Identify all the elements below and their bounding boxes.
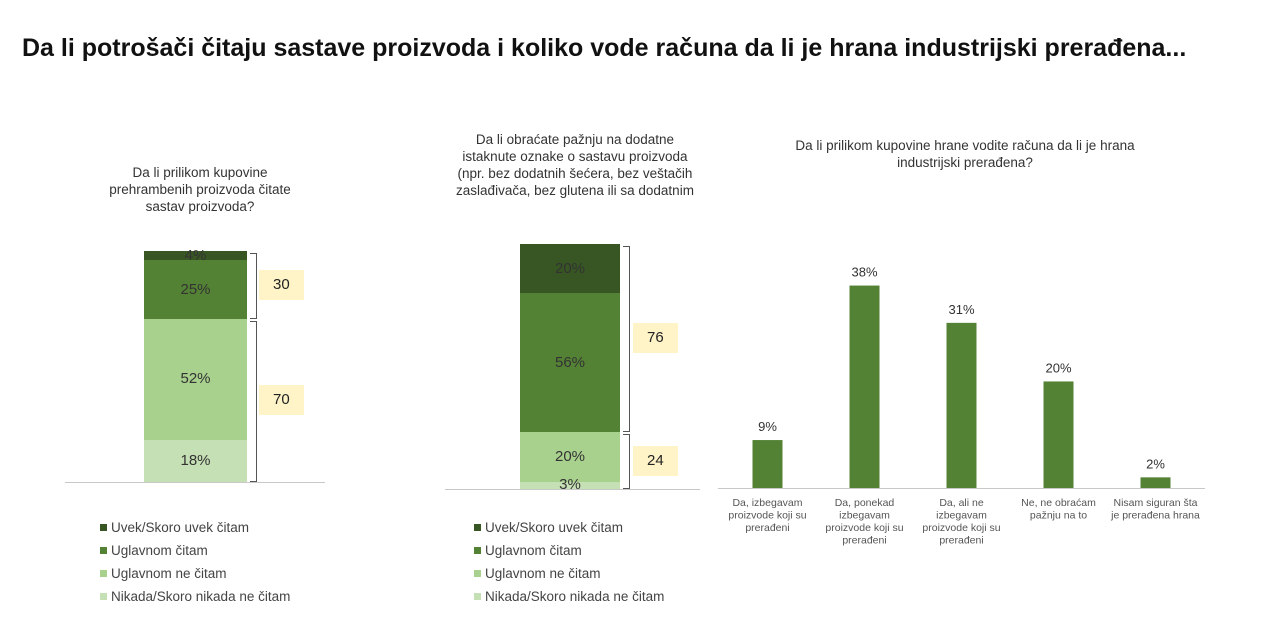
bar-data-label: 38% [851,265,877,280]
legend-label: Uglavnom čitam [485,543,582,558]
group-bracket [250,253,257,319]
segment-label: 18% [180,452,211,469]
bar-data-label: 2% [1146,456,1165,471]
legend-swatch [474,524,481,531]
legend-item: Uglavnom ne čitam [474,562,664,585]
legend-swatch [474,570,481,577]
legend-swatch [474,593,481,600]
stack-segment [144,260,247,319]
group-total-box: 30 [259,269,304,300]
chart1-stacked-bar: 4% 25% 52% 18% [144,247,247,482]
chart2-stacked-bar: 20% 56% 20% 3% [520,244,620,493]
segment-label: 25% [180,280,211,298]
chart1-legend: Uvek/Skoro uvek čitam Uglavnom čitam Uglav… [100,516,290,608]
group-bracket [250,320,257,482]
group-total-box: 76 [633,323,678,354]
group-bracket [623,246,630,433]
segment-label: 52% [180,370,211,388]
bar-data-label: 31% [948,302,974,317]
segment-label: 3% [559,476,581,494]
chart1-title: Da li prilikom kupovine prehrambenih pro… [109,165,291,214]
segment-label: 4% [184,246,207,264]
category-label: Nisam siguran šta je prerađena hrana [1110,497,1200,522]
legend-swatch [100,593,107,600]
chart3-bar-chart: 9% Da, izbegavam proizvode koji su prerađen… [718,265,1205,547]
stack-segment [144,251,247,261]
legend-item: Uglavnom čitam [474,539,664,562]
group-total-box: 24 [633,445,678,476]
stack-segment [144,318,247,440]
page-title: Da li potrošači čitaju sastave proizvoda… [22,34,1187,62]
group-total-box: 70 [259,385,304,416]
legend-swatch [100,570,107,577]
legend-label: Uglavnom ne čitam [111,566,227,581]
bar-data-label: 20% [1045,360,1071,375]
category-label: Da, ali ne izbegavam proizvode koji su prer… [922,497,1000,547]
stack-segment [520,432,620,482]
legend-item: Nikada/Skoro nikada ne čitam [474,585,664,608]
stack-segment [520,293,620,433]
bar [1043,381,1074,488]
segment-label: 56% [554,353,586,371]
group-bracket [623,434,630,489]
bar-data-label: 9% [758,419,777,434]
bar [946,322,977,488]
legend-label: Nikada/Skoro nikada ne čitam [485,589,665,604]
legend-item: Uglavnom ne čitam [100,562,290,585]
chart2-baseline [445,489,700,490]
bar [752,440,783,488]
legend-item: Uglavnom čitam [100,539,290,562]
category-label: Da, izbegavam proizvode koji su prerađeni [728,497,806,534]
category-label: Da, ponekad izbegavam proizvode koji su pre… [825,497,903,547]
chart2-legend: Uvek/Skoro uvek čitam Uglavnom čitam Uglav… [474,516,664,608]
segment-label: 20% [554,259,586,277]
segment-label: 20% [554,447,586,465]
legend-swatch [474,547,481,554]
legend-swatch [100,547,107,554]
chart3-title: Da li prilikom kupovine hrane vodite rač… [795,138,1135,170]
legend-item: Uvek/Skoro uvek čitam [474,516,664,539]
legend-item: Uvek/Skoro uvek čitam [100,516,290,539]
legend-label: Nikada/Skoro nikada ne čitam [111,589,291,604]
chart1-baseline [65,482,325,483]
chart2-title: Da li obraćate pažnju na dodatne istaknu… [456,132,694,198]
stack-segment [520,481,620,489]
stack-segment [144,440,247,482]
stack-segment [520,244,620,294]
legend-swatch [100,524,107,531]
legend-label: Uglavnom čitam [111,543,208,558]
legend-label: Uvek/Skoro uvek čitam [111,520,250,535]
category-label: Ne, ne obraćam pažnju na to [1021,497,1096,522]
legend-label: Uvek/Skoro uvek čitam [485,520,624,535]
legend-label: Uglavnom ne čitam [485,566,601,581]
bar [1140,477,1171,488]
legend-item: Nikada/Skoro nikada ne čitam [100,585,290,608]
bar [849,285,880,488]
